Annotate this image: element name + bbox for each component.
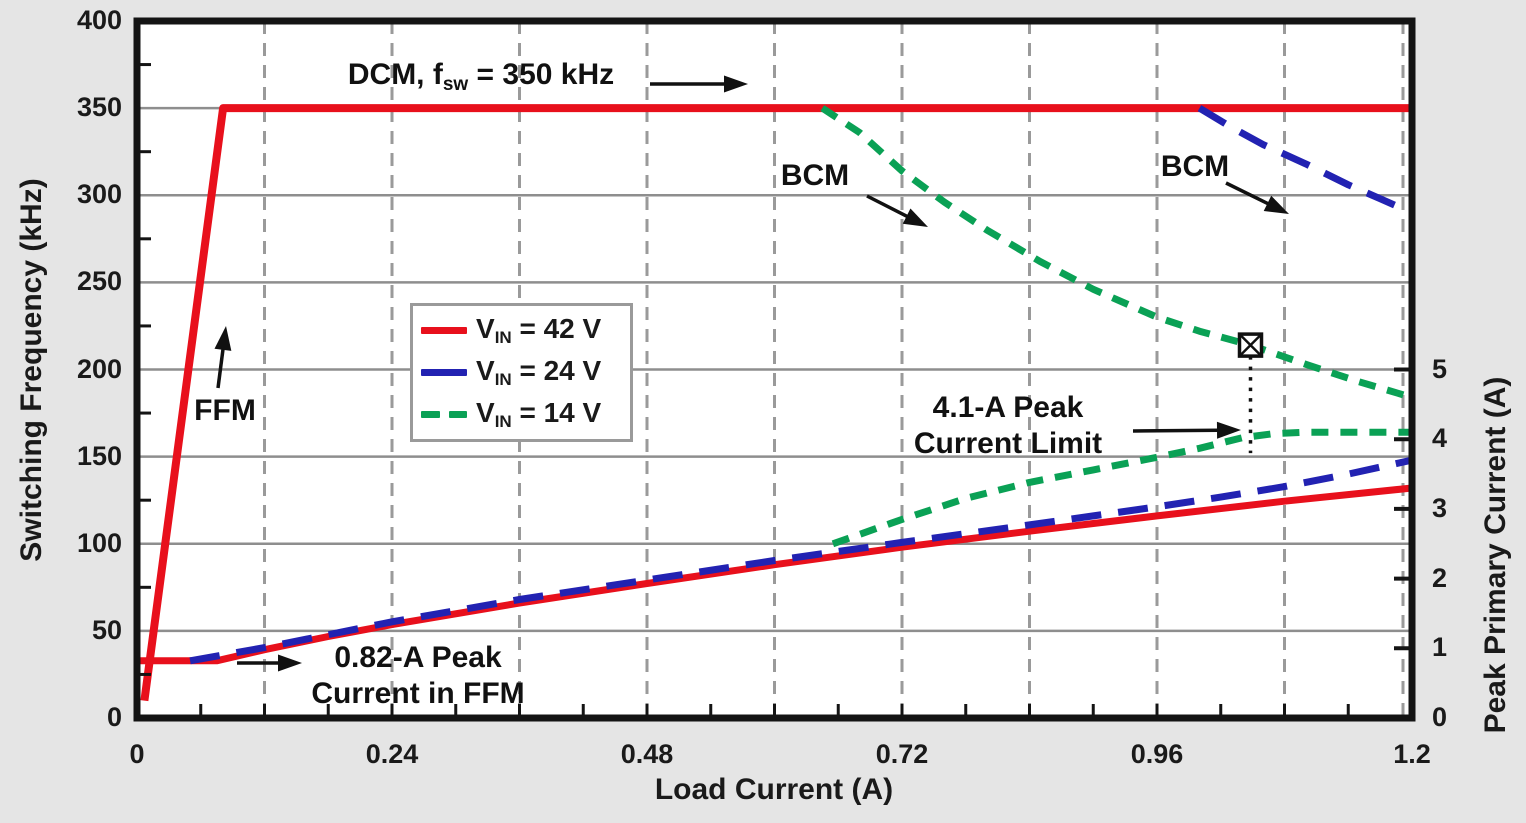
legend-line-sample-blue	[421, 368, 467, 376]
y-right-axis-title: Peak Primary Current (A)	[1479, 376, 1512, 734]
annotation-ffm: FFM	[194, 394, 256, 427]
legend-line-sample-green-dashed	[421, 410, 467, 418]
annotation-dcm-pre: DCM, f	[347, 58, 443, 91]
annotation-peak-limit-line2: Current Limit	[913, 427, 1103, 460]
legend: VIN = 42 V VIN = 24 V VIN = 14 V	[410, 303, 633, 442]
series-line-vin-42-v-switching-frequency-dcm-ffm-ramp-	[140, 104, 1412, 702]
annotation-peak-current-limit: 4.1-A Peak Current Limit	[914, 390, 1102, 462]
legend-label-vin-24v: VIN = 24 V	[476, 354, 602, 389]
bcm-blue-arrow-head	[1263, 195, 1289, 214]
marker-x-stroke	[1238, 333, 1263, 357]
bcm-green-arrow-shaft	[866, 194, 910, 219]
bcm-green-arrow-head	[902, 208, 928, 227]
annotation-dcm-350khz: DCM, fsw = 350 kHz	[348, 57, 614, 103]
dcm-arrow-head	[724, 75, 748, 93]
axis-frame	[133, 17, 1416, 722]
legend-label-vin-14v: VIN = 14 V	[476, 396, 602, 431]
legend-item-vin-42v: VIN = 42 V	[421, 315, 630, 346]
annotation-ffm-peak-current: 0.82-A Peak Current in FFM	[311, 640, 524, 712]
ffm-arrow-head	[214, 326, 232, 351]
legend-label-vin-42v: VIN = 42 V	[476, 313, 602, 348]
ffm-current-arrow-head	[278, 654, 302, 672]
series-line-vin-42-v-peak-primary-current	[137, 484, 1413, 665]
y-left-axis-title: Switching Frequency (kHz)	[15, 178, 48, 562]
annotation-dcm-sub: sw	[442, 74, 469, 95]
annotation-dcm-post: = 350 kHz	[468, 58, 615, 91]
peak-limit-arrow-shaft	[1132, 428, 1220, 433]
series-line-vin-14-v-peak-primary-current-hits-limit-	[831, 428, 1412, 548]
x-axis-title: Load Current (A)	[654, 773, 894, 806]
annotation-bcm-blue: BCM	[1160, 150, 1230, 183]
legend-line-sample-red	[421, 327, 467, 335]
annotation-ffm-current-line2: Current in FFM	[311, 677, 525, 710]
annotation-bcm-green: BCM	[780, 159, 850, 192]
ffm-arrow-shaft	[216, 347, 225, 389]
bcm-blue-arrow-shaft	[1225, 181, 1271, 206]
annotation-ffm-current-line1: 0.82-A Peak	[334, 641, 502, 674]
legend-item-vin-14v: VIN = 14 V	[421, 396, 630, 431]
peak-limit-arrow-head	[1216, 421, 1241, 439]
series-line-vin-24-v-peak-primary-current	[189, 456, 1413, 665]
annotation-peak-limit-line1: 4.1-A Peak	[932, 391, 1084, 424]
series-line-vin-24-v-switching-frequency-bcm-tail-	[1197, 105, 1414, 216]
legend-item-vin-24v: VIN = 24 V	[421, 354, 630, 389]
series-line-vin-14-v-switching-frequency-bcm-tail-	[820, 105, 1413, 401]
